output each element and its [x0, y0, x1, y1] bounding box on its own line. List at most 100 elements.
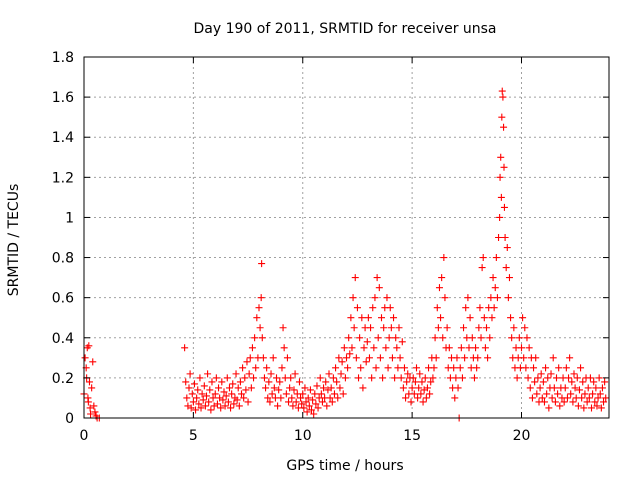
data-point	[581, 390, 589, 398]
data-point	[309, 396, 317, 404]
data-point	[368, 374, 376, 382]
data-point	[437, 314, 445, 322]
data-point	[510, 324, 518, 332]
data-point	[501, 234, 509, 241]
data-point	[547, 370, 555, 378]
y-tick-label: 0.8	[52, 251, 74, 267]
plot-frame	[83, 56, 610, 419]
y-tick-label: 1.2	[52, 170, 74, 186]
data-point	[417, 390, 425, 398]
data-point	[318, 398, 326, 406]
data-point	[235, 402, 243, 410]
data-point	[227, 404, 235, 412]
data-point	[553, 374, 560, 382]
data-point	[486, 334, 494, 342]
data-point	[286, 384, 294, 392]
data-point	[431, 334, 439, 342]
data-point	[571, 384, 579, 392]
data-point	[468, 334, 476, 342]
data-point	[304, 394, 312, 402]
data-point	[601, 378, 609, 386]
data-point	[589, 390, 597, 398]
data-point	[478, 264, 486, 272]
data-point	[470, 374, 478, 382]
data-point	[251, 334, 259, 342]
data-point	[484, 354, 492, 362]
data-point	[590, 378, 598, 386]
data-point	[596, 390, 604, 398]
data-point	[426, 390, 434, 398]
data-point	[560, 398, 568, 406]
data-point	[275, 386, 283, 394]
data-point	[380, 324, 388, 332]
data-point	[367, 324, 375, 332]
data-point	[413, 364, 420, 372]
data-point	[209, 394, 217, 402]
data-point	[370, 344, 378, 352]
data-point	[228, 390, 236, 398]
data-point	[515, 334, 523, 342]
data-point	[341, 374, 349, 382]
data-point	[311, 390, 319, 398]
data-point	[393, 344, 401, 352]
data-point	[423, 384, 431, 392]
data-point	[268, 390, 276, 398]
data-point	[583, 398, 591, 406]
data-point	[598, 384, 606, 392]
data-point	[280, 344, 288, 352]
data-point	[568, 378, 576, 386]
data-point	[222, 392, 230, 400]
data-point	[530, 364, 538, 372]
data-point	[340, 344, 348, 352]
data-point	[456, 364, 464, 372]
data-point	[458, 374, 466, 382]
data-point	[409, 374, 417, 382]
data-point	[256, 324, 264, 332]
data-point	[461, 354, 469, 362]
data-point	[257, 294, 265, 302]
data-point	[382, 344, 390, 352]
data-point	[218, 378, 226, 386]
data-point	[363, 338, 371, 346]
data-point	[452, 374, 460, 382]
data-point	[263, 364, 271, 372]
y-tick-label: 0.6	[52, 291, 74, 307]
data-point	[182, 378, 190, 386]
data-point	[592, 384, 600, 392]
data-point	[503, 244, 511, 252]
data-point	[255, 304, 263, 312]
data-point	[362, 358, 370, 366]
data-point	[349, 294, 357, 302]
data-point	[224, 398, 232, 406]
data-point	[85, 342, 93, 350]
data-point	[90, 402, 98, 410]
data-point	[282, 390, 290, 398]
data-point	[450, 364, 458, 372]
data-point	[600, 398, 608, 406]
data-point	[346, 350, 354, 358]
data-point	[252, 364, 260, 372]
data-point	[472, 344, 480, 352]
data-point	[434, 324, 442, 332]
data-point	[233, 396, 241, 404]
data-point	[554, 390, 562, 398]
data-point	[497, 153, 505, 161]
data-point	[416, 370, 424, 378]
data-point	[301, 384, 309, 392]
data-point	[526, 384, 534, 392]
data-point	[328, 398, 336, 406]
data-point	[334, 394, 342, 402]
data-point	[350, 324, 358, 332]
data-point	[243, 358, 251, 366]
data-point	[378, 314, 385, 322]
data-point	[343, 354, 350, 362]
data-point	[299, 390, 307, 398]
data-point	[588, 404, 595, 412]
data-point	[396, 354, 404, 362]
data-point	[247, 384, 255, 392]
y-tick-label: 1	[65, 210, 74, 226]
data-point	[359, 384, 367, 392]
data-point	[248, 344, 256, 352]
data-point	[415, 384, 423, 392]
